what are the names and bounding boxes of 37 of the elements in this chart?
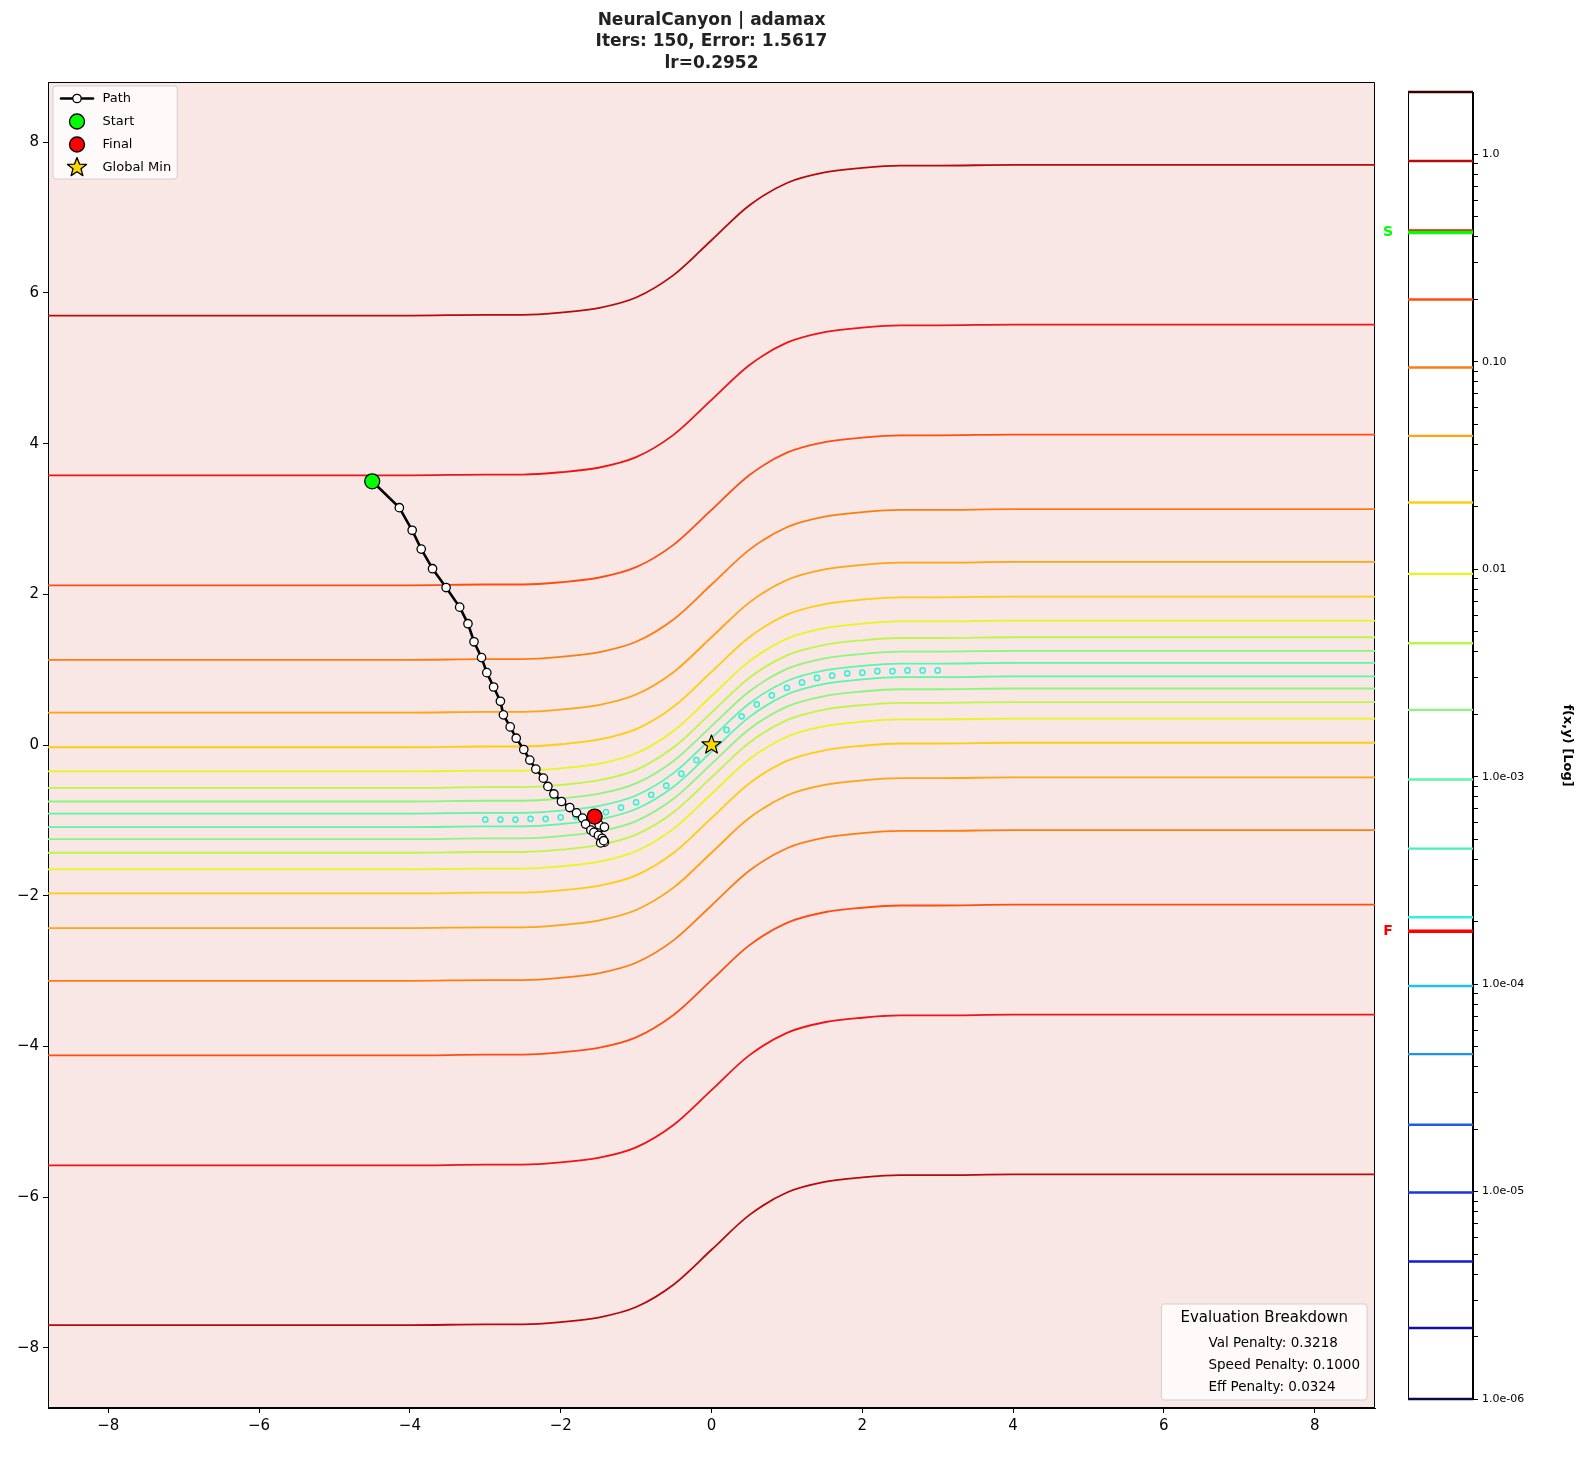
- x-tick-label: 2: [857, 1415, 868, 1434]
- y-tick-label: −8: [16, 1337, 39, 1356]
- y-tick-label: 0: [29, 734, 39, 753]
- y-tick-label: 1.0: [1482, 147, 1500, 161]
- x-tick-label: 4: [1008, 1415, 1018, 1434]
- x-tick-label: −2: [549, 1415, 572, 1434]
- y-tick-label: 1.0e-06: [1482, 1391, 1525, 1405]
- y-axis-title: f(x,y) [Log]: [1560, 704, 1576, 787]
- chart-title: NeuralCanyon | adamax Iters: 150, Error: 1.5617 lr=0.2952: [595, 9, 828, 72]
- y-tick-label: 1.0e-03: [1482, 769, 1525, 783]
- ref-line-label: S: [1382, 223, 1394, 240]
- x-tick-label: −4: [398, 1415, 421, 1434]
- legend-label: Final: [102, 135, 133, 151]
- x-tick-label: −8: [97, 1415, 120, 1434]
- ref-line-label: F: [1383, 921, 1393, 938]
- y-tick-label: −2: [16, 885, 39, 904]
- x-tick-label: 6: [1159, 1415, 1169, 1434]
- legend-label: Path: [102, 89, 132, 105]
- annotation: Speed Penalty: 0.1000: [1208, 1355, 1361, 1372]
- annotation: Eff Penalty: 0.0324: [1208, 1377, 1336, 1394]
- y-tick-label: −4: [16, 1036, 39, 1055]
- x-tick-label: 8: [1309, 1415, 1320, 1434]
- legend-label: Start: [102, 112, 135, 128]
- y-tick-label: 1.0e-04: [1482, 977, 1525, 991]
- legend-label: Global Min: [102, 158, 172, 174]
- y-tick-label: −6: [16, 1186, 39, 1205]
- x-tick-label: 0: [706, 1415, 717, 1434]
- y-tick-label: 0.10: [1482, 354, 1507, 368]
- y-tick-label: 2: [29, 584, 39, 603]
- y-tick-label: 8: [29, 132, 39, 151]
- x-tick-label: −6: [248, 1415, 271, 1434]
- annotation: Evaluation Breakdown: [1180, 1307, 1349, 1326]
- y-tick-label: 1.0e-05: [1482, 1184, 1525, 1198]
- y-tick-label: 0.01: [1482, 562, 1507, 576]
- annotation: Val Penalty: 0.3218: [1208, 1333, 1338, 1350]
- y-tick-label: 4: [29, 433, 39, 452]
- y-tick-label: 6: [29, 282, 39, 301]
